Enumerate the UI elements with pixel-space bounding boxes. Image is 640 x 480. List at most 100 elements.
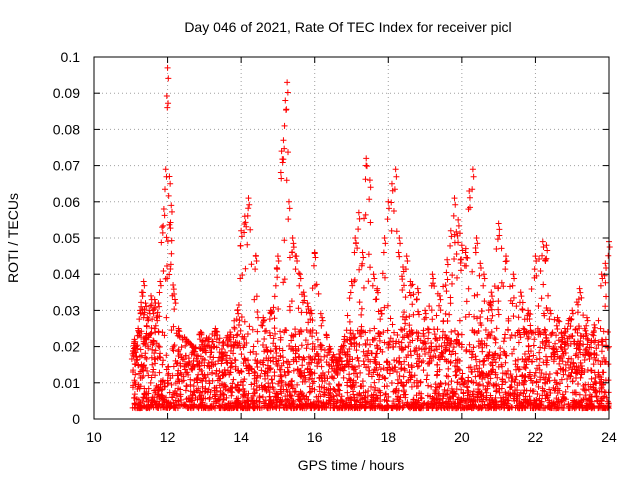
roti-data-point	[533, 257, 540, 264]
y-tick-label: 0.08	[53, 121, 80, 137]
roti-data-point	[167, 219, 174, 226]
roti-noise-point	[463, 348, 470, 355]
roti-mid-point	[347, 327, 354, 334]
roti-noise-point	[517, 334, 524, 341]
roti-data-point	[260, 317, 267, 324]
roti-noise-point	[474, 368, 481, 375]
roti-data-point	[480, 282, 487, 289]
roti-noise-point	[601, 388, 608, 395]
roti-data-point	[252, 253, 259, 260]
roti-data-point	[377, 307, 384, 314]
roti-noise-point	[197, 389, 204, 396]
roti-noise-point	[502, 389, 509, 396]
roti-data-point	[296, 282, 303, 289]
roti-noise-point	[163, 352, 170, 359]
roti-noise-point	[536, 362, 543, 369]
roti-noise-point	[597, 380, 604, 387]
roti-noise-point	[546, 404, 553, 411]
roti-data-point	[455, 222, 462, 229]
roti-mid-point	[254, 308, 261, 315]
roti-mid-point	[132, 361, 139, 368]
roti-noise-point	[241, 376, 248, 383]
roti-mid-point	[454, 274, 461, 281]
roti-noise-point	[323, 331, 330, 338]
roti-noise-point	[208, 349, 215, 356]
x-tick-label: 18	[380, 429, 396, 445]
roti-noise-point	[362, 389, 369, 396]
roti-mid-point	[519, 305, 526, 312]
roti-data-point	[415, 289, 422, 296]
roti-data-point	[385, 198, 392, 205]
roti-noise-point	[461, 380, 468, 387]
roti-data-point	[503, 253, 509, 260]
roti-data-point	[282, 97, 289, 104]
roti-mid-point	[406, 322, 413, 329]
roti-data-point	[130, 352, 137, 359]
roti-noise-point	[131, 395, 138, 402]
roti-mid-point	[163, 263, 170, 270]
roti-mid-point	[443, 288, 450, 295]
roti-noise-point	[577, 359, 584, 366]
roti-mid-point	[480, 361, 487, 368]
roti-noise-point	[321, 353, 328, 360]
roti-data-point	[347, 289, 354, 296]
roti-noise-point	[304, 403, 311, 410]
roti-mid-point	[371, 366, 378, 373]
roti-mid-point	[551, 316, 558, 323]
roti-mid-point	[512, 332, 519, 339]
roti-noise-point	[347, 340, 354, 347]
roti-noise-point	[350, 388, 356, 395]
roti-noise-point	[551, 403, 558, 410]
roti-noise-point	[140, 340, 147, 347]
roti-noise-point	[169, 372, 176, 379]
roti-noise-point	[347, 383, 354, 390]
roti-mid-point	[204, 362, 211, 369]
roti-noise-point	[578, 402, 585, 409]
roti-mid-point	[426, 303, 433, 310]
roti-mid-point	[149, 346, 156, 353]
roti-noise-point	[547, 389, 554, 396]
roti-mid-point	[585, 336, 592, 343]
roti-data-point	[141, 309, 148, 316]
roti-noise-point	[553, 381, 560, 388]
roti-noise-point	[303, 345, 310, 352]
roti-noise-point	[380, 329, 387, 336]
roti-data-point	[407, 278, 414, 285]
roti-mid-point	[465, 285, 472, 292]
roti-data-point	[443, 269, 450, 276]
roti-mid-point	[259, 342, 266, 349]
roti-mid-point	[407, 348, 414, 355]
roti-noise-point	[155, 343, 162, 350]
roti-mid-point	[325, 369, 332, 376]
roti-mid-point	[301, 372, 308, 379]
roti-mid-point	[457, 256, 464, 263]
roti-mid-point	[489, 312, 496, 319]
roti-noise-point	[445, 381, 452, 388]
roti-mid-point	[305, 319, 312, 326]
roti-noise-point	[477, 371, 484, 378]
roti-mid-point	[244, 241, 251, 248]
roti-data-point	[542, 256, 549, 263]
roti-noise-point	[250, 386, 257, 393]
roti-data-point	[183, 338, 190, 345]
roti-data-point	[583, 322, 590, 329]
roti-data-point	[128, 356, 135, 363]
roti-mid-point	[329, 365, 336, 372]
roti-data-point	[355, 226, 362, 233]
roti-data-point	[518, 293, 525, 300]
roti-noise-point	[602, 377, 609, 384]
roti-noise-point	[382, 390, 389, 397]
roti-mid-point	[414, 355, 421, 362]
roti-data-point	[386, 205, 393, 212]
roti-data-point	[132, 338, 139, 345]
roti-mid-point	[358, 333, 365, 340]
roti-noise-point	[141, 391, 148, 398]
roti-noise-point	[462, 397, 469, 404]
roti-noise-point	[583, 330, 590, 337]
roti-mid-point	[318, 346, 325, 353]
roti-data-point	[363, 163, 370, 170]
roti-mid-point	[408, 364, 415, 371]
roti-data-point	[466, 194, 473, 201]
roti-data-point	[325, 349, 332, 356]
roti-noise-point	[427, 393, 434, 400]
